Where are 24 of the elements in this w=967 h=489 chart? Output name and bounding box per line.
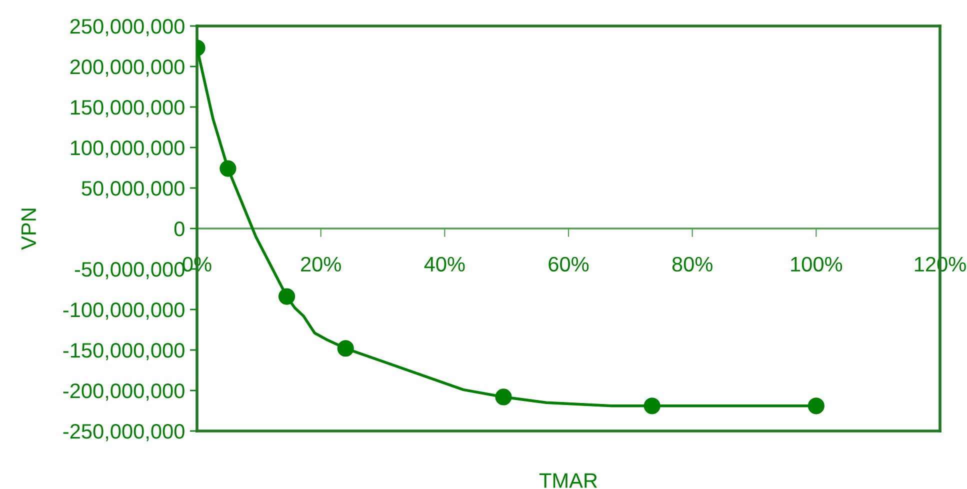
point <box>644 398 660 414</box>
x-tick-label: 60% <box>548 256 589 272</box>
y-axis-title: VPN <box>22 208 36 250</box>
x-axis-title: TMAR <box>539 473 598 488</box>
y-tick-label: 0 <box>174 222 184 236</box>
y-tick-label: -150,000,000 <box>63 343 184 360</box>
x-tick-label: 80% <box>672 256 712 272</box>
point <box>220 160 236 177</box>
y-tick-label: -50,000,000 <box>74 262 184 280</box>
point <box>808 398 824 414</box>
y-tick-label: 100,000,000 <box>70 140 184 158</box>
x-tick-label: 20% <box>301 256 341 272</box>
x-tick-label: 100% <box>791 256 842 272</box>
y-tick-label: 150,000,000 <box>70 100 184 118</box>
point <box>495 388 512 406</box>
y-tick-label: -200,000,000 <box>63 384 184 401</box>
y-tick-label: 250,000,000 <box>70 19 184 36</box>
point <box>337 340 354 357</box>
x-tick-label: 40% <box>424 256 465 272</box>
y-tick-label: -100,000,000 <box>63 302 184 320</box>
y-tick-label: -250,000,000 <box>63 424 184 442</box>
point <box>278 288 296 305</box>
y-tick-label: 50,000,000 <box>82 181 184 198</box>
y-tick-label: 200,000,000 <box>70 60 184 77</box>
